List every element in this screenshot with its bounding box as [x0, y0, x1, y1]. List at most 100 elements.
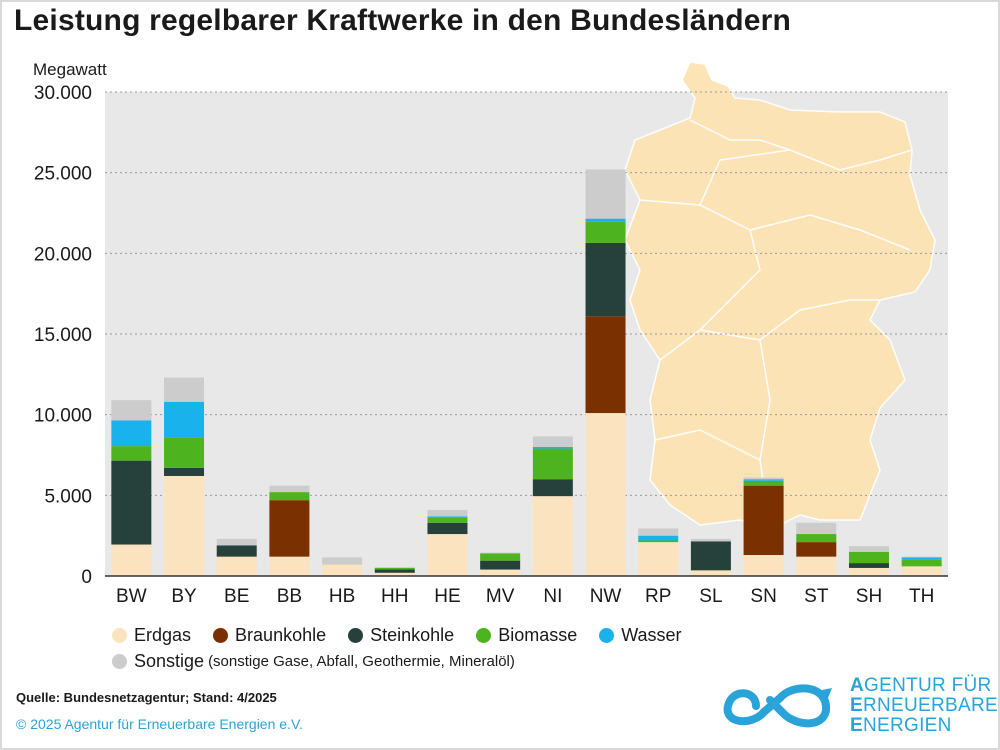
legend: Erdgas Braunkohle Steinkohle Biomasse Wasser…	[112, 622, 704, 674]
bar-segment-bw-sonstige	[111, 400, 152, 421]
bar-segment-hb-erdgas	[322, 564, 363, 576]
bar-segment-th-sonstige	[901, 556, 942, 558]
bar-segment-sn-sonstige	[743, 477, 784, 480]
legend-item-erdgas: Erdgas	[112, 625, 191, 646]
x-tick-label: BW	[116, 586, 147, 607]
bar-segment-hh-sonstige	[374, 567, 415, 568]
x-axis-labels: BW BY BE BB HB HH HE MV NI NW RP SL SN ST SH TH	[116, 586, 934, 607]
x-tick-label: BE	[224, 586, 249, 607]
bar-segment-hb-sonstige	[322, 557, 363, 565]
legend-item-wasser: Wasser	[599, 625, 682, 646]
bar-segment-be-sonstige	[216, 538, 257, 546]
bar-segment-st-sonstige	[796, 522, 837, 535]
bar-segment-mv-biomasse	[480, 553, 521, 561]
x-tick-label: ST	[804, 586, 829, 607]
bar-segment-sl-sonstige	[690, 538, 731, 542]
bar-segment-sn-wasser	[743, 479, 784, 481]
y-tick-label: 30.000	[34, 83, 92, 104]
bar-segment-st-braunkohle	[796, 542, 837, 557]
x-tick-label: RP	[645, 586, 671, 607]
bar-segment-sl-erdgas	[690, 570, 731, 576]
bar-segment-by-steinkohle	[164, 467, 205, 476]
bar-segment-by-biomasse	[164, 437, 205, 468]
bar-segment-he-sonstige	[427, 509, 468, 517]
bar-segment-hh-steinkohle	[374, 569, 415, 573]
bar-segment-mv-sonstige	[480, 552, 521, 554]
bar-segment-bw-steinkohle	[111, 460, 152, 545]
source-note: Quelle: Bundesnetzagentur; Stand: 4/2025	[16, 690, 277, 705]
y-tick-label: 10.000	[34, 406, 92, 427]
legend-row-2: Sonstige (sonstige Gase, Abfall, Geotherm…	[112, 648, 704, 674]
logo-initial-2: E	[850, 695, 863, 716]
bar-segment-th-biomasse	[901, 559, 942, 567]
legend-item-biomasse: Biomasse	[476, 625, 577, 646]
bar-segment-sh-erdgas	[848, 567, 889, 576]
grid-lines	[105, 91, 948, 496]
bar-segment-he-steinkohle	[427, 522, 468, 535]
x-tick-label: HH	[381, 586, 408, 607]
y-tick-label: 15.000	[34, 325, 92, 346]
x-tick-label: SN	[750, 586, 776, 607]
bar-segment-st-erdgas	[796, 556, 837, 576]
legend-item-steinkohle: Steinkohle	[348, 625, 454, 646]
x-tick-label: SH	[856, 586, 882, 607]
logo-initial-3: E	[850, 715, 863, 736]
legend-swatch	[112, 653, 127, 669]
legend-item-sonstige: Sonstige (sonstige Gase, Abfall, Geotherm…	[112, 651, 515, 672]
legend-swatch	[348, 627, 364, 643]
bar-segment-sh-steinkohle	[848, 563, 889, 568]
bar-segment-mv-erdgas	[480, 569, 521, 576]
logo-line-3: NERGIEN	[862, 715, 952, 736]
y-tick-label: 5.000	[44, 486, 92, 507]
bar-segment-by-sonstige	[164, 377, 205, 402]
x-tick-label: SL	[699, 586, 722, 607]
bar-segment-sh-biomasse	[848, 551, 889, 564]
bar-segment-bw-biomasse	[111, 446, 152, 461]
y-tick-label: 0	[81, 567, 92, 588]
legend-label: Sonstige	[134, 650, 205, 671]
bar-segment-sn-braunkohle	[743, 485, 784, 556]
bar-segment-th-erdgas	[901, 566, 942, 576]
bar-segment-nw-biomasse	[585, 221, 626, 243]
legend-note: (sonstige Gase, Abfall, Geothermie, Mine…	[208, 652, 515, 670]
bar-segment-hh-erdgas	[374, 572, 415, 576]
legend-label: Erdgas	[134, 624, 192, 645]
x-tick-label: HE	[434, 586, 460, 607]
bar-segment-bw-wasser	[111, 420, 152, 447]
legend-item-braunkohle: Braunkohle	[213, 625, 326, 646]
copyright-note: © 2025 Agentur für Erneuerbare Energien …	[16, 716, 303, 732]
bar-segment-ni-biomasse	[532, 448, 573, 480]
bar-segment-bb-braunkohle	[269, 500, 310, 557]
bar-segment-by-wasser	[164, 401, 205, 438]
bar-segment-hh-biomasse	[374, 567, 415, 570]
bar-segment-sl-steinkohle	[690, 541, 731, 571]
x-tick-label: MV	[486, 586, 515, 607]
x-tick-label: NW	[590, 586, 622, 607]
bar-segment-ni-steinkohle	[532, 479, 573, 497]
y-axis-ticks: 0 5.000 10.000 15.000 20.000 25.000 30.000	[34, 83, 92, 588]
x-tick-label: HB	[329, 586, 355, 607]
infinity-logo-icon	[723, 684, 832, 728]
legend-label: Steinkohle	[370, 624, 455, 645]
logo-wordmark: AGENTUR FÜR ERNEUERBARE ENERGIEN	[850, 676, 998, 736]
legend-swatch	[476, 627, 492, 643]
bar-segment-sn-biomasse	[743, 480, 784, 486]
bar-segment-sn-erdgas	[743, 555, 784, 576]
y-tick-label: 25.000	[34, 164, 92, 185]
legend-swatch	[112, 627, 127, 643]
bar-segment-rp-erdgas	[638, 542, 679, 576]
bar-segment-he-wasser	[427, 516, 468, 518]
bar-segment-bb-erdgas	[269, 556, 310, 576]
bar-segment-by-erdgas	[164, 475, 205, 576]
logo-line-2: RNEUERBARE	[862, 695, 998, 716]
bar-segment-rp-biomasse	[638, 540, 679, 543]
bar-segment-nw-sonstige	[585, 169, 626, 219]
bar-segment-bb-sonstige	[269, 485, 310, 493]
bar-segment-ni-erdgas	[532, 496, 573, 576]
chart-title: Leistung regelbarer Kraftwerke in den Bu…	[14, 4, 792, 37]
bar-segment-be-steinkohle	[216, 545, 257, 557]
bar-segment-ni-sonstige	[532, 436, 573, 447]
legend-swatch	[213, 627, 229, 643]
bar-segment-th-wasser	[901, 557, 942, 560]
